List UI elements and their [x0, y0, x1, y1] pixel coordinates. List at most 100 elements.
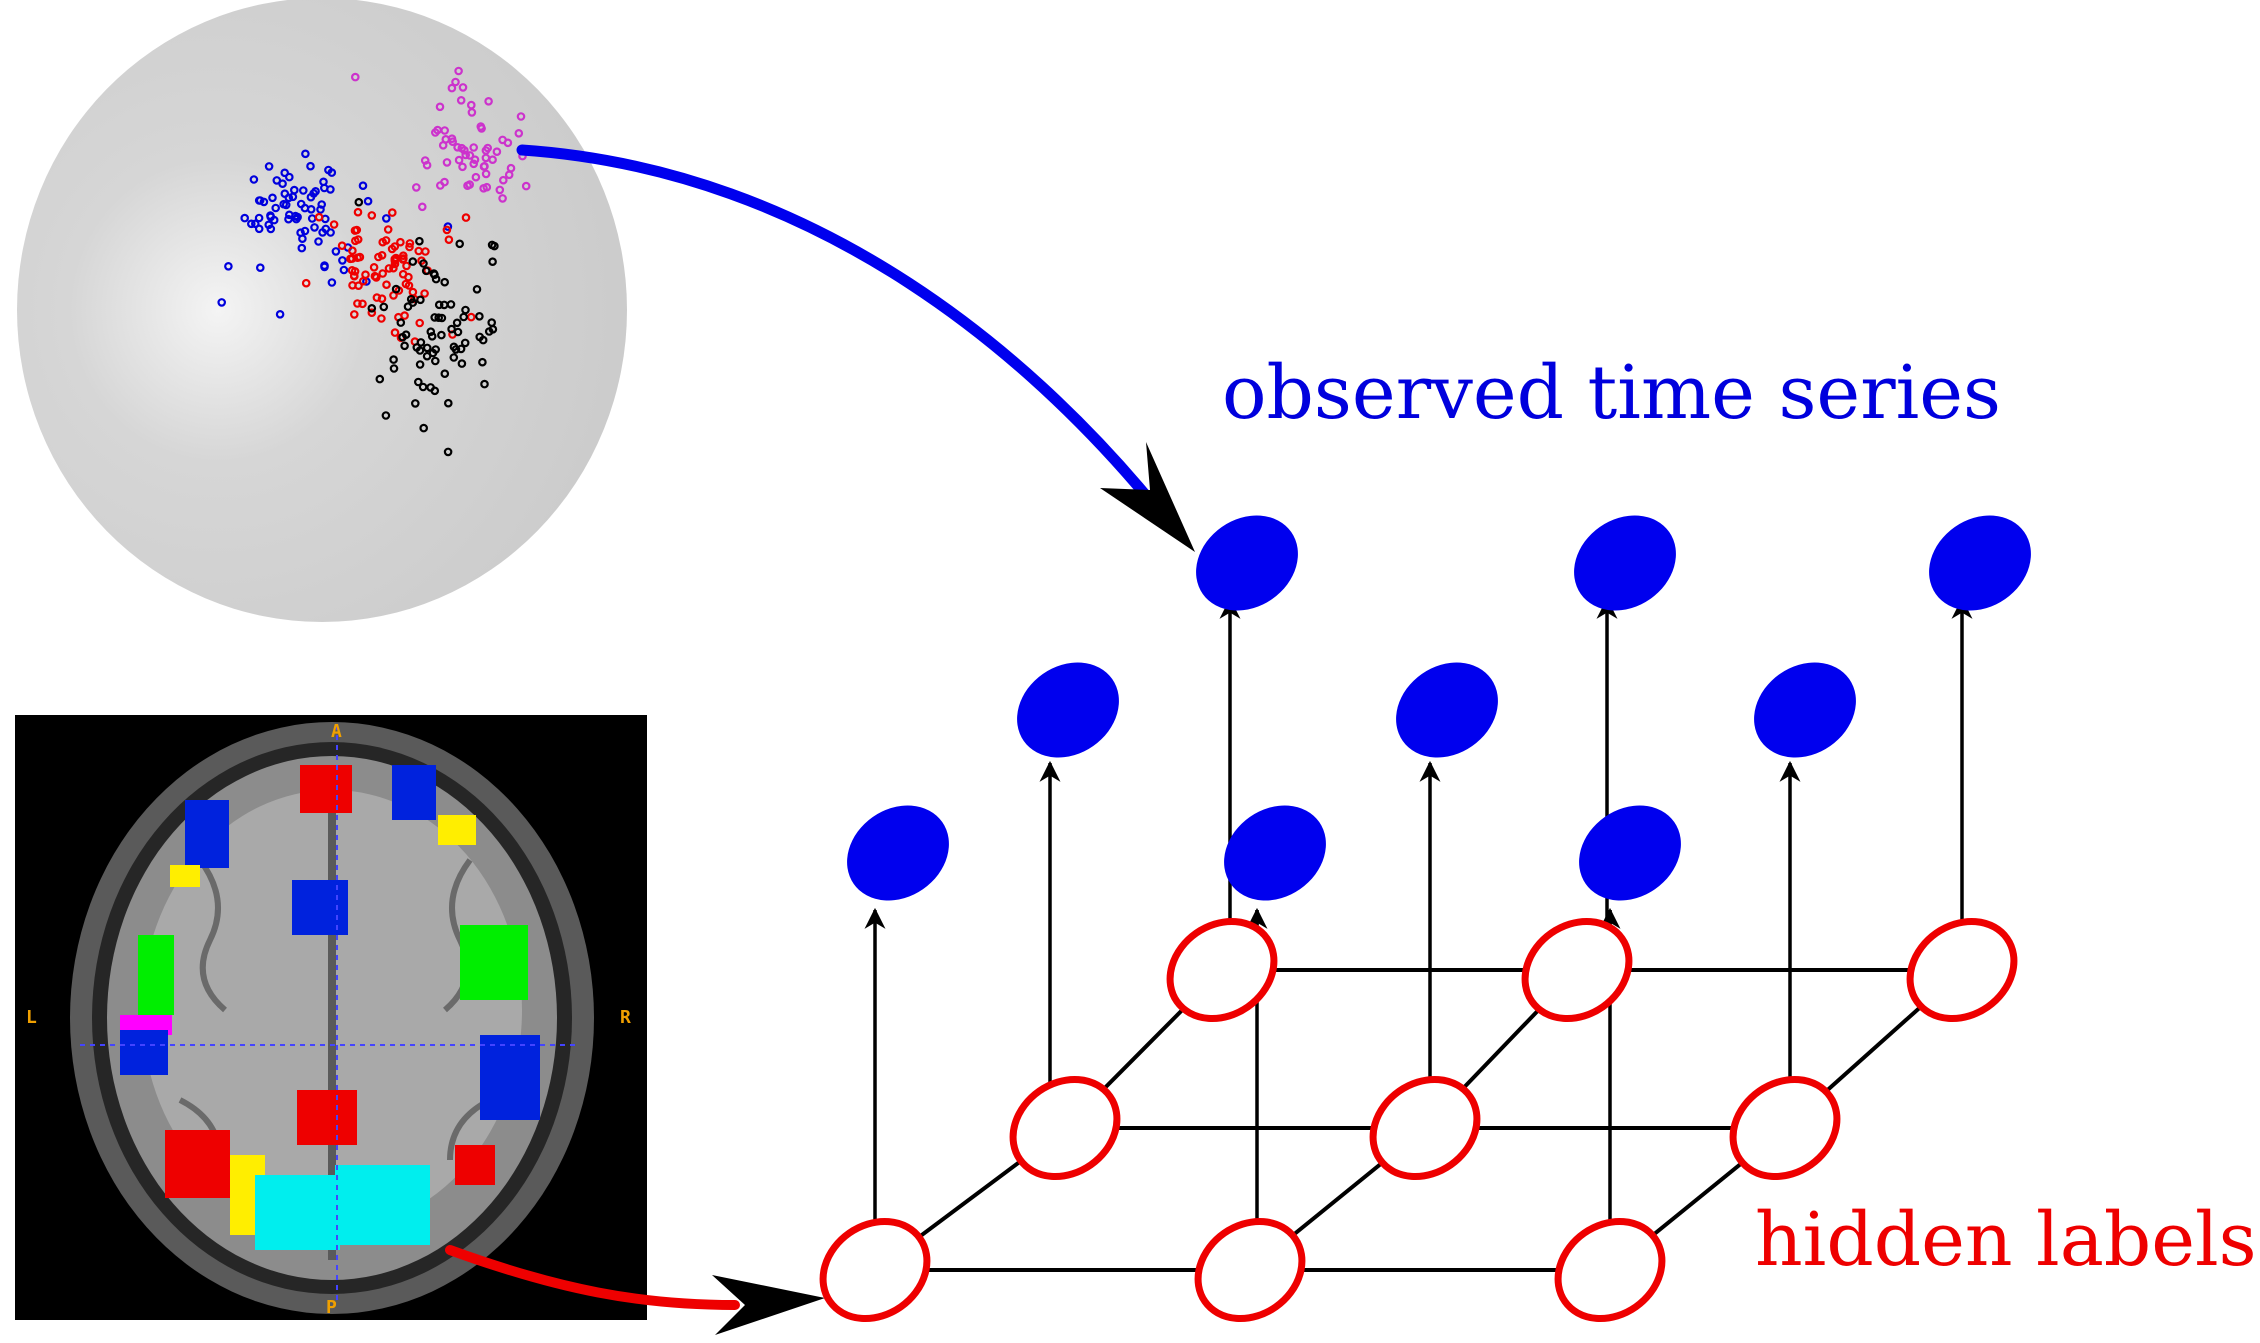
cluster-point	[353, 207, 363, 217]
cluster-point	[411, 183, 421, 192]
cluster-point	[465, 180, 475, 189]
cluster-point	[381, 236, 391, 245]
cluster-point	[317, 200, 327, 209]
cluster-point	[431, 345, 441, 354]
cluster-point	[279, 199, 289, 209]
cluster-point	[293, 212, 302, 222]
graphical-model: observed time series hidden labels	[819, 350, 2257, 1323]
cluster-point	[415, 346, 425, 355]
cluster-point	[421, 247, 430, 256]
cluster-point	[390, 328, 400, 337]
cluster-point	[301, 278, 311, 288]
cluster-point	[348, 246, 357, 256]
cluster-point	[430, 356, 440, 366]
region-green-left	[138, 935, 174, 1015]
cluster-point	[367, 308, 377, 318]
cluster-point	[495, 185, 505, 195]
hidden-node	[1194, 1217, 1306, 1323]
cluster-point	[440, 369, 450, 379]
cluster-point	[400, 311, 409, 320]
region-blue-frontal-left	[185, 800, 229, 868]
cluster-point	[348, 280, 357, 290]
cluster-point	[269, 215, 279, 225]
cluster-point	[480, 379, 489, 389]
cluster-point	[314, 237, 323, 246]
cluster-point	[254, 213, 264, 223]
cluster-point	[278, 179, 287, 189]
hidden-node	[1166, 917, 1278, 1023]
cluster-point	[466, 312, 476, 322]
cluster-point	[442, 225, 452, 235]
region-blue-center	[292, 880, 348, 935]
cluster-point	[404, 272, 413, 282]
region-red-posterior-left	[165, 1130, 230, 1198]
cluster-point	[224, 261, 233, 271]
cluster-point	[449, 342, 459, 352]
cluster-point	[415, 236, 424, 246]
cluster-point	[447, 324, 456, 334]
cluster-point	[398, 332, 407, 342]
cluster-point	[377, 314, 386, 323]
cluster-point	[461, 305, 470, 315]
cluster-point	[416, 338, 426, 347]
cluster-point	[434, 313, 444, 323]
sphere	[17, 0, 627, 622]
cluster-point	[379, 302, 389, 312]
cluster-point	[251, 219, 260, 229]
cluster-point	[319, 183, 329, 193]
cluster-point	[490, 241, 499, 251]
cluster-point	[264, 162, 274, 171]
cluster-point	[426, 327, 436, 337]
cluster-point	[443, 447, 453, 457]
cluster-point	[440, 277, 450, 287]
cluster-point	[275, 309, 285, 319]
red-arrow	[445, 1245, 740, 1310]
cluster-point	[381, 214, 391, 223]
cluster-point	[460, 338, 470, 348]
cluster-point	[300, 203, 310, 213]
cluster-point	[417, 202, 427, 212]
cluster-point	[298, 234, 307, 244]
hidden-node	[1906, 917, 2018, 1023]
observed-node	[1396, 662, 1498, 758]
region-red-frontal	[300, 765, 352, 813]
cluster-point	[358, 299, 367, 309]
cluster-point	[349, 310, 359, 319]
cluster-point	[492, 147, 502, 157]
cluster-point	[419, 423, 429, 433]
cluster-point	[481, 169, 491, 179]
region-blue-frontal-right	[392, 765, 436, 820]
cluster-point	[306, 161, 315, 171]
cluster-point	[435, 102, 445, 112]
cluster-point	[480, 162, 489, 171]
orientation-posterior: P	[326, 1297, 337, 1318]
cluster-point	[406, 294, 416, 304]
cluster-point	[498, 175, 508, 185]
cluster-point	[403, 302, 413, 311]
cluster-point	[439, 300, 449, 310]
cluster-point	[382, 280, 391, 290]
cluster-point	[390, 256, 400, 266]
cluster-point	[391, 284, 401, 294]
cluster-point	[521, 181, 531, 191]
region-blue-right	[480, 1035, 540, 1120]
cluster-point	[372, 293, 382, 302]
observed-node	[1754, 662, 1856, 758]
region-red-posterior-center	[297, 1090, 357, 1145]
cluster-point	[449, 353, 459, 362]
cluster-point	[318, 228, 327, 237]
cluster-point	[456, 344, 466, 354]
cluster-point	[358, 181, 368, 191]
cluster-point	[384, 264, 394, 273]
cluster-point	[498, 194, 507, 203]
observed-node	[1017, 662, 1119, 758]
blue-arrow	[516, 144, 1176, 531]
cluster-point	[401, 279, 411, 289]
cluster-point	[264, 220, 274, 230]
observed-node	[847, 805, 949, 901]
cluster-point	[331, 247, 341, 256]
cluster-point	[320, 262, 329, 272]
cluster-point	[476, 122, 486, 131]
cluster-point	[465, 151, 475, 160]
